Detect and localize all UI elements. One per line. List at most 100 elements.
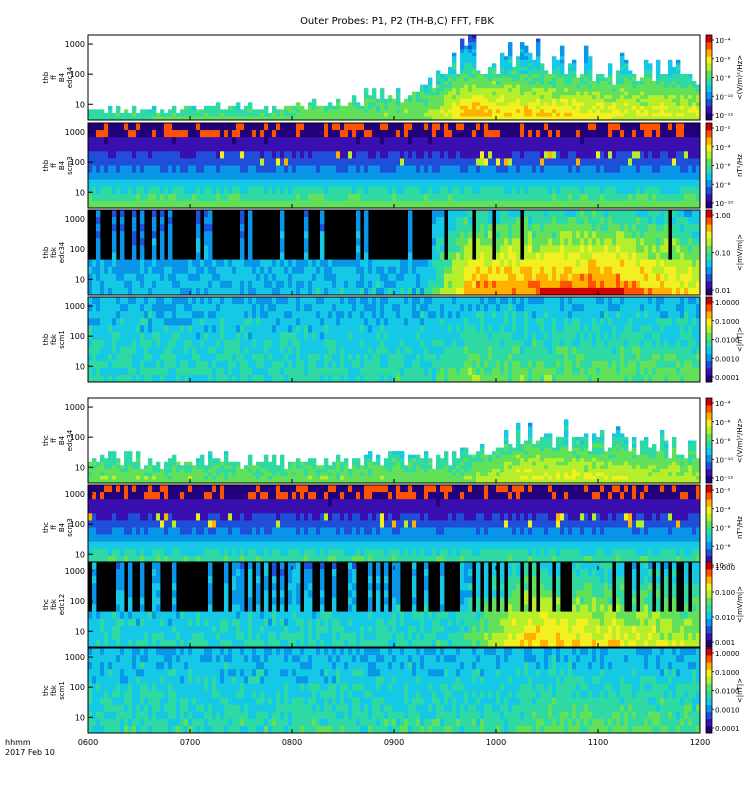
colorbar-tick-label: 10⁻¹⁰ (715, 562, 733, 570)
ytick-label: 10 (75, 550, 85, 559)
colorbar-tick-label: 0.0010 (715, 355, 740, 363)
ytick-label: 100 (70, 158, 85, 167)
colorbar-tick-label: 10⁻² (715, 125, 731, 133)
colorbar-tick-label: 10⁻¹² (715, 112, 733, 120)
colorbar-tick-label: 10⁻¹⁰ (715, 93, 733, 101)
ylabel-line: thc (42, 435, 50, 446)
colorbar-label: <|nT|> (736, 678, 744, 703)
colorbar-label: <(V/m)²/Hz> (736, 55, 744, 100)
colorbar-tick-label: 10⁻¹⁰ (715, 200, 733, 208)
ytick-label: 10 (75, 275, 85, 284)
colorbar-tick-label: 10⁻² (715, 487, 731, 495)
panel-thb-ff-b4-scm3: 10 100 1000 thb ff B4 scm3 10⁻² 10⁻⁴ 10⁻⁶ 10⁻⁸ 10⁻¹… (42, 122, 744, 209)
ytick-label: 10 (75, 713, 85, 722)
colorbar-tick-label: 0.0010 (715, 706, 740, 714)
colorbar-label: nT²/Hz (736, 516, 744, 539)
colorbar-thc-ff-b4-edc34: 10⁻⁴ 10⁻⁶ 10⁻⁸ 10⁻¹⁰ 10⁻¹² <(V/m)²/Hz> (705, 397, 744, 484)
colorbar-tick-label: 10⁻¹⁰ (715, 456, 733, 464)
ylabel-line: edc34 (66, 66, 74, 88)
colorbar-tick-label: 0.1000 (715, 318, 740, 326)
spectrogram-thb-fbk-edc34 (88, 210, 701, 296)
colorbar-tick-label: 10⁻⁶ (715, 525, 731, 533)
colorbar-tick-label: 1.0000 (715, 299, 740, 307)
ylabel-line: edc12 (58, 594, 66, 616)
xtick-label: 1100 (588, 738, 608, 747)
ylabel-line: ff (50, 525, 58, 530)
ylabel-line: ff (50, 438, 58, 443)
ytick-label: 100 (70, 683, 85, 692)
ylabel-line: thb (42, 159, 50, 171)
colorbar-tick-label: 0.0100 (715, 337, 740, 345)
colorbar-tick-label: 0.0001 (715, 725, 740, 733)
ylabel-line: edc34 (58, 241, 66, 263)
colorbar-tick-label: 0.0100 (715, 688, 740, 696)
spectrogram-thc-ff-b4-edc34 (88, 398, 701, 484)
ylabel-line: ff (50, 75, 58, 80)
colorbar-tick-label: 0.010 (715, 614, 735, 622)
ytick-label: 10 (75, 362, 85, 371)
colorbar-tick-label: 10⁻¹² (715, 475, 733, 483)
panel-thc-fbk-scm1: 10 100 1000 thc fbk scm1 1.0000 0.1000 0.0100 0.0… (42, 647, 744, 734)
ylabel-line: thb (42, 333, 50, 345)
colorbar-thc-fbk-scm1: 1.0000 0.1000 0.0100 0.0010 0.0001 <|nT|> (705, 647, 744, 734)
colorbar-tick-label: 10⁻⁴ (715, 400, 731, 408)
spectrogram-thc-ff-b4-scm3 (88, 485, 701, 571)
ytick-label: 1000 (65, 403, 85, 412)
colorbar-tick-label: 10⁻⁴ (715, 506, 731, 514)
xaxis-label-line1: hhmm (5, 738, 31, 747)
ylabel-line: thc (42, 522, 50, 533)
ytick-label: 1000 (65, 40, 85, 49)
colorbar-thb-fbk-scm1: 1.0000 0.1000 0.0100 0.0010 0.0001 <|nT|> (705, 296, 744, 383)
ytick-label: 10 (75, 100, 85, 109)
colorbar-tick-label: 10⁻⁴ (715, 37, 731, 45)
spectrogram-thc-fbk-scm1 (88, 648, 701, 734)
colorbar-tick-label: 0.10 (715, 250, 731, 258)
colorbar-label: <(V/m)²/Hz> (736, 418, 744, 463)
colorbar-tick-label: 0.100 (715, 589, 735, 597)
ylabel-line: ff (50, 163, 58, 168)
colorbar-tick-label: 0.0001 (715, 374, 740, 382)
spectrogram-thc-fbk-edc12 (88, 562, 701, 648)
xtick-label: 0700 (180, 738, 200, 747)
colorbar-label: <|mV/m|> (736, 234, 744, 271)
colorbar-tick-label: 10⁻⁴ (715, 144, 731, 152)
ytick-label: 100 (70, 245, 85, 254)
ylabel-line: scm3 (66, 156, 74, 175)
ytick-label: 1000 (65, 567, 85, 576)
ylabel-line: scm1 (58, 681, 66, 700)
colorbar-tick-label: 10⁻⁶ (715, 163, 731, 171)
colorbar-label: <|nT|> (736, 327, 744, 352)
colorbar-thc-ff-b4-scm3: 10⁻² 10⁻⁴ 10⁻⁶ 10⁻⁸ 10⁻¹⁰ nT²/Hz (705, 484, 744, 571)
ylabel-line: fbk (50, 246, 58, 258)
colorbar-tick-label: 10⁻⁶ (715, 56, 731, 64)
ylabel-line: thb (42, 246, 50, 258)
ytick-label: 100 (70, 70, 85, 79)
ylabel-line: fbk (50, 333, 58, 345)
colorbar-tick-label: 10⁻⁸ (715, 75, 731, 83)
ylabel-line: thc (42, 599, 50, 610)
xtick-label: 1200 (690, 738, 710, 747)
ylabel-line: scm3 (66, 518, 74, 537)
chart-title: Outer Probes: P1, P2 (TH-B,C) FFT, FBK (300, 16, 494, 27)
panel-thb-fbk-scm1: 10 100 1000 thb fbk scm1 1.0000 0.1000 0.0100 0.0… (42, 296, 744, 383)
panel-thb-fbk-edc34: 10 100 1000 thb fbk edc34 1.00 0.10 0.01 <|mV/m|> (42, 209, 744, 296)
ytick-label: 100 (70, 332, 85, 341)
ylabel-line: B4 (58, 435, 66, 445)
colorbar-tick-label: 1.0000 (715, 650, 740, 658)
time-axis: 0600 0700 0800 0900 1000 1100 1200 (78, 116, 710, 747)
ytick-label: 10 (75, 188, 85, 197)
xtick-label: 0900 (384, 738, 404, 747)
ytick-label: 1000 (65, 490, 85, 499)
ytick-label: 100 (70, 433, 85, 442)
colorbar-tick-label: 10⁻⁸ (715, 438, 731, 446)
ytick-label: 1000 (65, 128, 85, 137)
xaxis-label-line2: 2017 Feb 10 (5, 748, 55, 757)
ylabel-line: thc (42, 685, 50, 696)
colorbar-tick-label: 0.1000 (715, 669, 740, 677)
panel-thc-ff-b4-scm3: 10 100 1000 thc ff B4 scm3 10⁻² 10⁻⁴ 10⁻⁶ 10⁻⁸ 10⁻¹… (42, 484, 744, 571)
colorbar-tick-label: 1.00 (715, 212, 731, 220)
